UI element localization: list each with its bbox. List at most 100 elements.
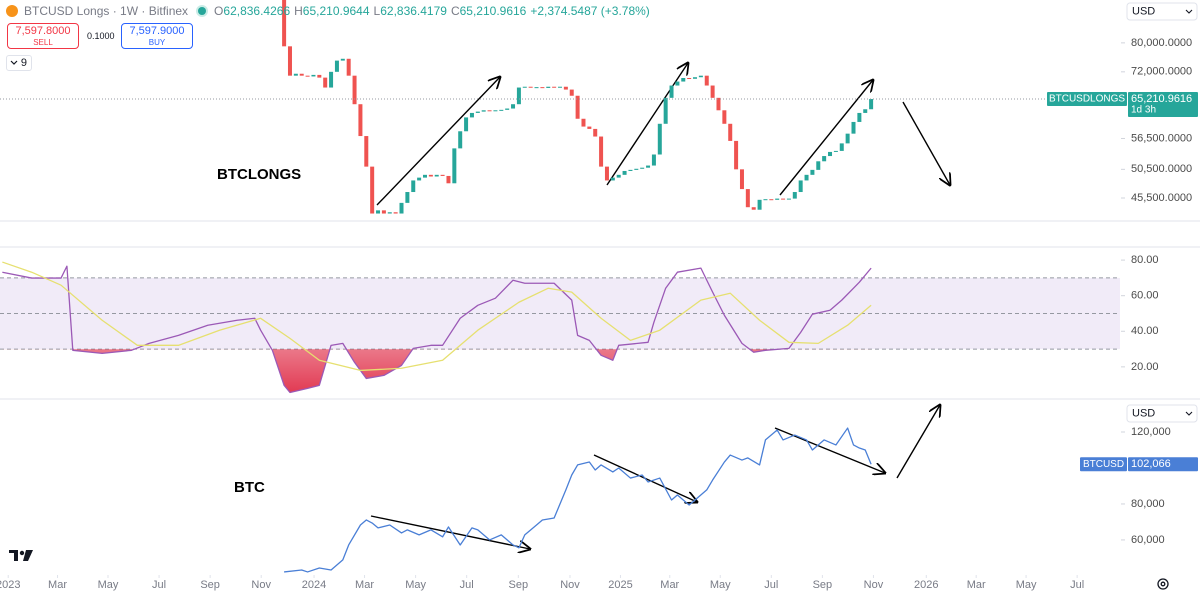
last-price-label: 102,066	[1131, 458, 1171, 470]
candle	[734, 140, 739, 170]
x-tick-label: Jul	[1070, 579, 1084, 591]
candle	[334, 60, 339, 72]
countdown: 1d 3h	[1131, 105, 1156, 116]
gear-hub[interactable]	[1160, 581, 1166, 587]
last-price-name: BTCUSD	[1083, 459, 1124, 470]
currency-chevron[interactable]	[1185, 9, 1193, 14]
candle	[329, 71, 334, 88]
candle	[381, 210, 386, 214]
pane	[284, 427, 872, 573]
ohlc-value: 65,210.9616	[459, 4, 527, 18]
candle	[781, 198, 786, 200]
chevron-path[interactable]	[10, 60, 18, 65]
last-price-name-bg	[1047, 92, 1127, 107]
last-price-bg	[1128, 457, 1198, 472]
candle	[716, 97, 721, 111]
currency-menu[interactable]	[1126, 2, 1198, 21]
candle	[346, 58, 351, 76]
y-tick-label: 80.00	[1131, 254, 1159, 266]
currency-chevron[interactable]	[1185, 411, 1193, 416]
x-tick-label: May	[710, 579, 731, 591]
ohlc-label: H	[294, 4, 303, 18]
currency-label[interactable]: USD	[1132, 5, 1155, 17]
candle	[440, 174, 445, 176]
arrow	[896, 405, 940, 479]
candle	[687, 78, 692, 80]
candle	[511, 104, 516, 109]
candle	[663, 97, 668, 124]
candle	[505, 108, 510, 110]
x-tick-label: May	[98, 579, 119, 591]
last-price-bg	[1128, 92, 1198, 118]
candle	[775, 198, 780, 200]
candle	[669, 85, 674, 98]
candle	[411, 180, 416, 193]
series-line	[2, 261, 872, 372]
candle	[516, 87, 521, 105]
pane-dividers	[0, 220, 1200, 400]
candle	[493, 110, 498, 112]
sell-label[interactable]: SELL	[33, 38, 53, 47]
candle	[422, 174, 427, 178]
logo-part	[23, 550, 33, 561]
arrow	[606, 63, 688, 186]
arrow	[376, 77, 500, 206]
symbol-title: BTCUSD Longs · 1W · Bitfinex	[24, 4, 189, 18]
y-tick-label: 50,500.0000	[1131, 163, 1192, 175]
y-tick-label: 60.00	[1131, 290, 1159, 302]
x-tick-label: Nov	[864, 579, 884, 591]
candle	[628, 169, 633, 171]
candle	[792, 192, 797, 199]
candle	[434, 174, 439, 177]
candle	[816, 161, 821, 170]
candle	[869, 99, 874, 110]
x-tick-label: Jul	[764, 579, 778, 591]
last-price-name-bg	[1080, 457, 1127, 472]
settings-icon[interactable]	[1157, 578, 1169, 590]
last-price-label: 65,210.9616	[1131, 93, 1192, 105]
last-price-name: BTCUSDLONGS	[1049, 94, 1125, 105]
candle	[305, 75, 310, 77]
currency-label[interactable]: USD	[1132, 407, 1155, 419]
currency-menu[interactable]	[1126, 404, 1198, 423]
candle	[839, 143, 844, 151]
candle	[405, 192, 410, 203]
candle	[763, 199, 768, 201]
candle	[452, 148, 457, 184]
candle	[857, 112, 862, 122]
candle	[487, 110, 492, 112]
interval-toggle[interactable]: 9	[6, 55, 32, 71]
candle	[681, 78, 686, 82]
candle	[593, 128, 598, 137]
candle	[833, 150, 838, 152]
candle	[610, 177, 615, 181]
pane	[282, 0, 874, 214]
candle	[745, 189, 750, 208]
candle	[640, 167, 645, 169]
gear-ring[interactable]	[1157, 578, 1169, 590]
sell-price[interactable]: 7,597.8000	[15, 25, 71, 37]
candle	[569, 89, 574, 96]
candle	[481, 110, 486, 112]
candle	[546, 86, 551, 88]
x-tick-label: Nov	[560, 579, 580, 591]
pane	[0, 261, 1120, 394]
market-status	[198, 7, 207, 15]
candle	[552, 86, 557, 88]
candle	[693, 77, 698, 79]
interval-value[interactable]: 9	[20, 57, 27, 69]
tradingview-logo	[9, 550, 33, 561]
candle	[282, 0, 287, 47]
buy-price[interactable]: 7,597.9000	[129, 25, 185, 37]
x-tick-label: Jul	[152, 579, 166, 591]
candle	[340, 58, 345, 61]
buy-label[interactable]: BUY	[148, 38, 166, 47]
sell-button[interactable]: 7,597.8000 SELL	[7, 23, 79, 49]
chevron[interactable]	[10, 60, 18, 66]
candle	[393, 212, 398, 214]
candle	[376, 210, 381, 214]
x-tick-label: Jul	[460, 579, 474, 591]
buy-button[interactable]: 7,597.9000 BUY	[121, 23, 193, 49]
candle	[828, 151, 833, 157]
